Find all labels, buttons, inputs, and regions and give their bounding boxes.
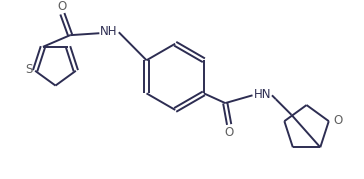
Text: O: O: [225, 126, 234, 139]
Text: S: S: [25, 63, 33, 76]
Text: NH: NH: [100, 25, 118, 38]
Text: O: O: [58, 0, 67, 13]
Text: HN: HN: [253, 88, 271, 101]
Text: O: O: [333, 114, 342, 127]
